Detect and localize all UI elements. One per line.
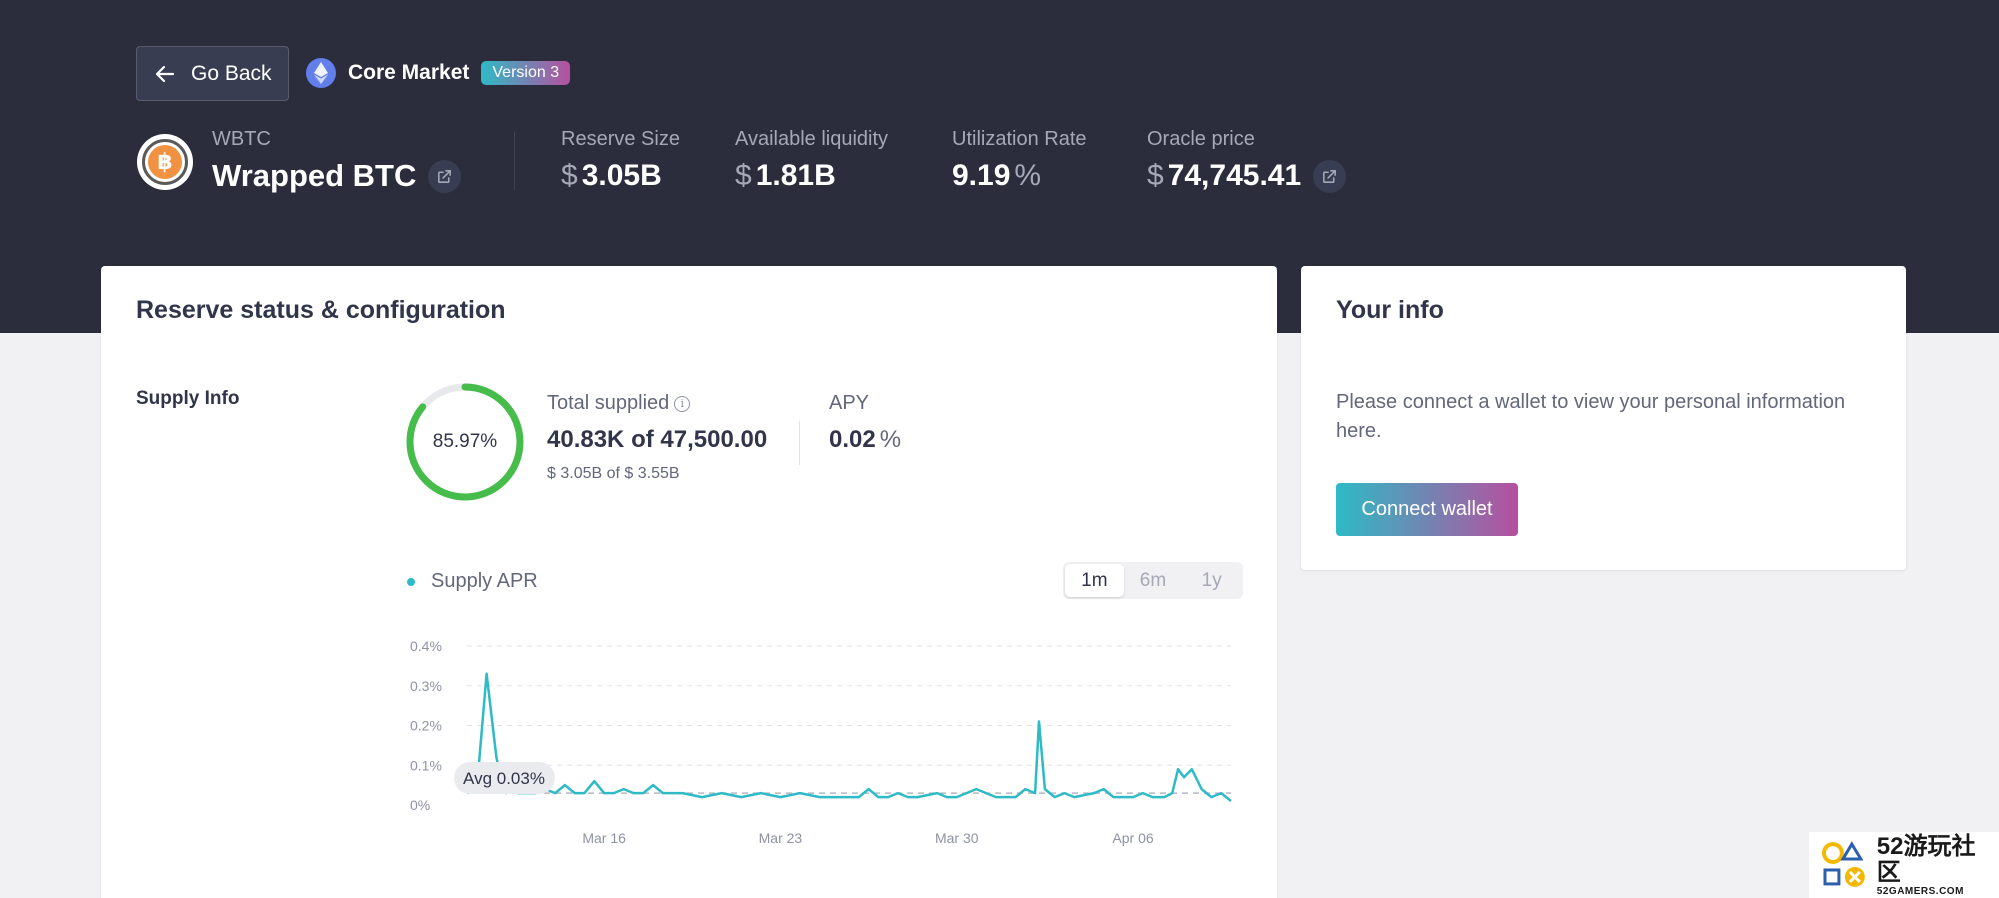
range-option-1m[interactable]: 1m [1065,564,1124,597]
apy-label: APY [829,392,870,414]
x-tick-label: Mar 23 [759,830,803,846]
info-icon[interactable]: i [674,395,691,412]
apy-value: 0.02 [829,426,876,453]
asset-external-link-button[interactable] [428,159,462,193]
y-tick-label: 0.2% [410,718,442,734]
external-link-icon [1323,169,1337,183]
time-range-toggle[interactable]: 1m 6m 1y [1063,562,1243,599]
y-tick-label: 0.1% [410,757,442,773]
available-liquidity-stat: Available liquidity $1.81B [735,128,889,192]
stat-divider [799,421,800,465]
range-option-1y[interactable]: 1y [1201,570,1222,591]
reserve-size-stat: Reserve Size $3.05B [561,128,680,192]
oracle-price-value: 74,745.41 [1167,159,1302,192]
wbtc-icon: ฿ [137,134,193,190]
supply-apr-line [466,672,1232,802]
supply-cap-percent: 85.97% [432,431,498,452]
asset-name-row: Wrapped BTC [212,158,462,194]
reserve-size-label: Reserve Size [561,128,680,150]
connect-wallet-button[interactable]: Connect wallet [1336,483,1518,536]
reserve-status-title: Reserve status & configuration [136,296,506,324]
connect-wallet-message: Please connect a wallet to view your per… [1336,391,1846,442]
y-tick-label: 0.4% [410,638,442,654]
reserve-size-value: 3.05B [581,159,662,192]
watermark-url: 52GAMERS.COM [1876,885,1964,897]
average-label: Avg 0.03% [463,769,545,788]
legend-dot-icon [407,577,415,586]
x-tick-label: Mar 16 [582,830,626,846]
apy-value-row: 0.02% [829,426,902,453]
go-back-button[interactable]: Go Back [136,46,289,101]
oracle-external-link-button[interactable] [1313,159,1347,193]
market-selector[interactable]: Core Market Version 3 [306,58,571,88]
your-info-card: Your info Please connect a wallet to vie… [1301,266,1906,570]
available-liquidity-label: Available liquidity [735,128,889,150]
range-option-6m[interactable]: 6m [1139,570,1167,591]
x-tick-label: Apr 06 [1112,830,1153,846]
oracle-price-label: Oracle price [1147,128,1255,150]
watermark: 52游玩社区 52GAMERS.COM [1809,832,1999,898]
asset-name: Wrapped BTC [212,158,417,193]
supply-apr-chart: 0% 0.1% 0.2% 0.3% 0.4% Mar 16 Mar 23 Mar 30 Apr … [410,638,1232,846]
arrow-left-icon [155,65,175,82]
oracle-price-stat: Oracle price $74,745.41 [1147,128,1347,193]
y-tick-label: 0% [410,797,430,813]
market-name: Core Market [348,61,470,84]
utilization-rate-value: 9.19 [952,159,1011,192]
utilization-rate-label: Utilization Rate [952,128,1087,150]
external-link-icon [438,169,452,183]
header-divider [514,132,515,190]
watermark-logo-icon [1821,841,1865,887]
y-tick-label: 0.3% [410,678,442,694]
available-liquidity-value: 1.81B [755,159,836,192]
total-supplied-usd: $ 3.05B of $ 3.55B [547,465,680,482]
average-label-pill [454,762,555,794]
legend-label: Supply APR [431,570,538,592]
total-supplied-label: Total supplied [547,392,670,414]
utilization-rate-stat: Utilization Rate 9.19% [952,128,1087,192]
ethereum-icon [306,58,336,88]
reserve-status-card: Reserve status & configuration Supply In… [101,266,1277,898]
go-back-label: Go Back [191,61,272,85]
supply-cap-ring [406,383,524,501]
your-info-title: Your info [1336,296,1444,324]
total-supplied-label-row: Total supplied i [547,392,691,415]
supply-info-label: Supply Info [136,388,240,409]
x-tick-label: Mar 30 [935,830,979,846]
total-supplied-value: 40.83K of 47,500.00 [547,426,768,453]
version-badge: Version 3 [481,61,571,85]
chart-legend: Supply APR [407,570,538,593]
watermark-title: 52游玩社区 [1876,832,1976,886]
asset-symbol: WBTC [212,128,271,150]
